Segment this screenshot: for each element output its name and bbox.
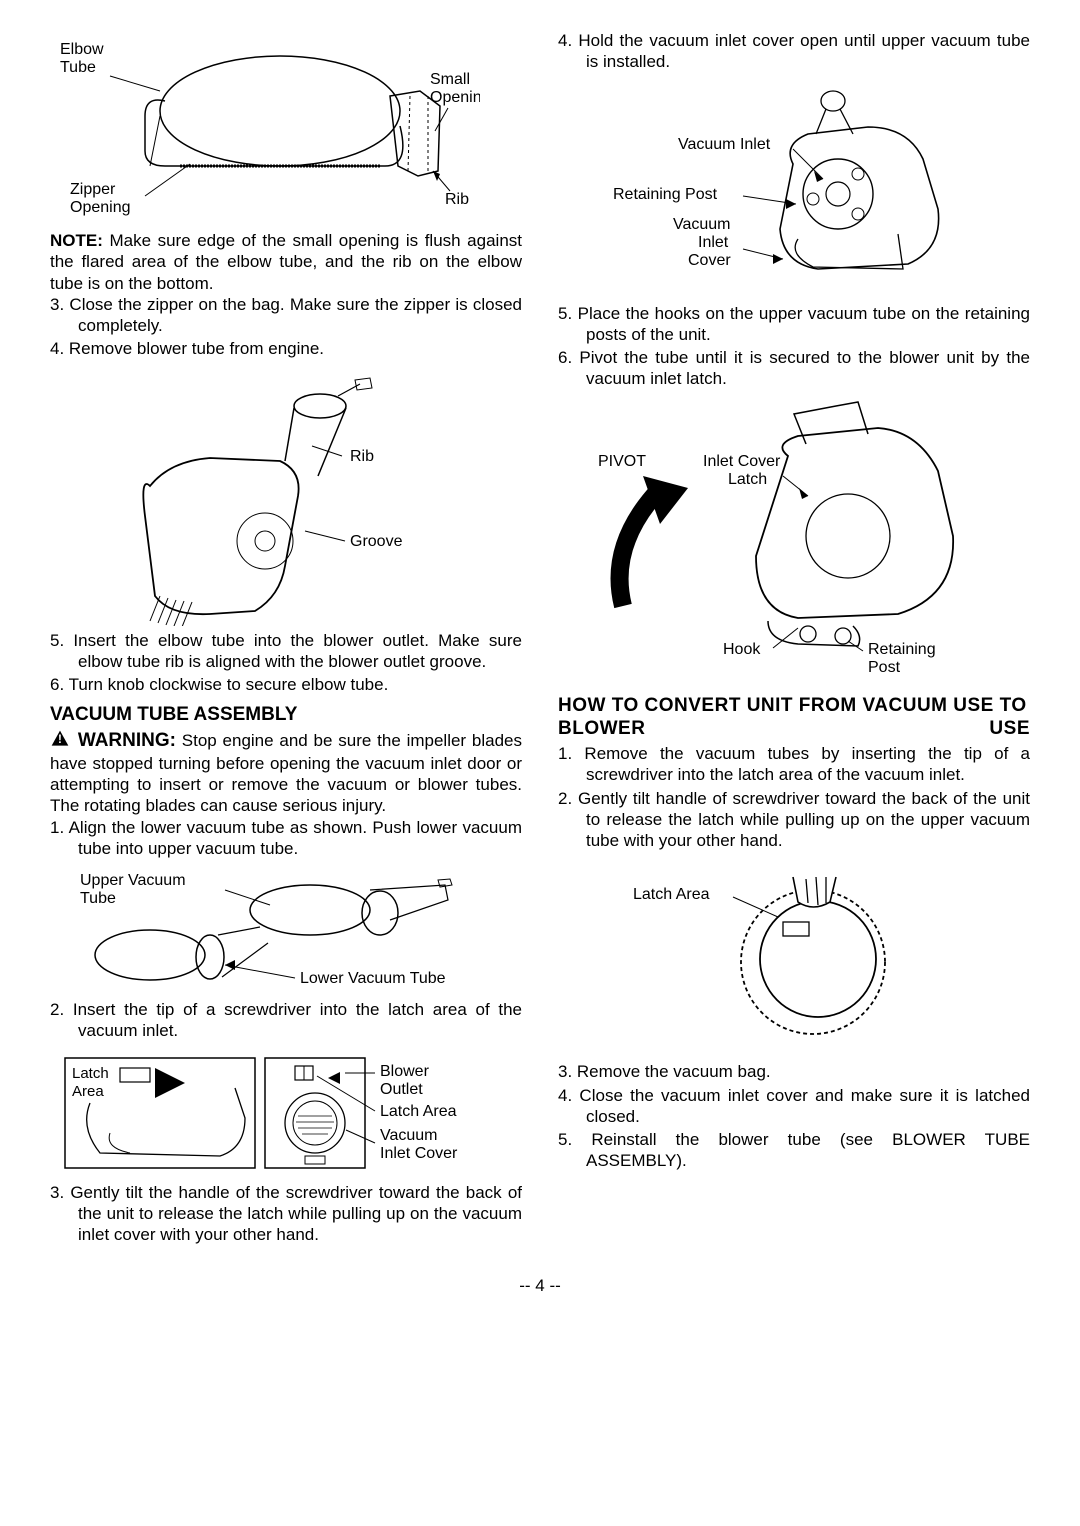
svg-text:Vacuum: Vacuum bbox=[380, 1127, 438, 1144]
svg-text:Retaining: Retaining bbox=[868, 641, 936, 658]
figure-elbow-tube: Elbow Tube Small Opening Rib Zipper Open… bbox=[50, 36, 480, 226]
list-item-3: 3. Close the zipper on the bag. Make sur… bbox=[50, 294, 522, 337]
figure-vacuum-inlet: Vacuum Inlet Retaining Post Vacuum Inlet… bbox=[558, 79, 988, 299]
warning-icon: ! bbox=[50, 729, 70, 749]
warning-paragraph: ! WARNING: Stop engine and be sure the i… bbox=[50, 729, 522, 817]
svg-text:!: ! bbox=[58, 733, 62, 746]
list-item-c2: 2. Gently tilt handle of screwdriver tow… bbox=[558, 788, 1030, 852]
svg-text:Rib: Rib bbox=[445, 191, 469, 208]
svg-text:Blower: Blower bbox=[380, 1063, 430, 1080]
svg-text:Tube: Tube bbox=[60, 59, 96, 76]
figure-rib-groove: Rib Groove bbox=[50, 366, 480, 626]
svg-text:Groove: Groove bbox=[350, 533, 403, 550]
svg-text:Hook: Hook bbox=[723, 641, 761, 658]
convert-title: HOW TO CONVERT UNIT FROM VACUUM USE TO B… bbox=[558, 694, 1030, 742]
svg-text:Rib: Rib bbox=[350, 448, 374, 465]
svg-text:Opening: Opening bbox=[430, 89, 480, 106]
list-item-c5: 5. Reinstall the blower tube (see BLOWER… bbox=[558, 1129, 1030, 1172]
figure-latch-blower: Latch Area Blower Outlet Latch Area Vacu bbox=[50, 1048, 480, 1178]
svg-text:Upper Vacuum: Upper Vacuum bbox=[80, 872, 186, 889]
list-item-5: 5. Insert the elbow tube into the blower… bbox=[50, 630, 522, 673]
svg-text:Latch: Latch bbox=[728, 471, 767, 488]
warning-title: WARNING: bbox=[78, 730, 176, 751]
list-item-c3: 3. Remove the vacuum bag. bbox=[558, 1061, 1030, 1082]
svg-text:Cover: Cover bbox=[688, 252, 731, 269]
svg-text:Zipper: Zipper bbox=[70, 181, 116, 198]
svg-text:Tube: Tube bbox=[80, 890, 116, 907]
list-item-4: 4. Remove blower tube from engine. bbox=[50, 338, 522, 359]
svg-text:Vacuum Inlet: Vacuum Inlet bbox=[678, 136, 771, 153]
figure-latch-area: Latch Area bbox=[558, 857, 988, 1057]
svg-text:Area: Area bbox=[72, 1083, 104, 1100]
svg-text:Opening: Opening bbox=[70, 199, 131, 216]
svg-text:Lower Vacuum Tube: Lower Vacuum Tube bbox=[300, 970, 446, 987]
list-item-v3: 3. Gently tilt the handle of the screwdr… bbox=[50, 1182, 522, 1246]
list-item-v2: 2. Insert the tip of a screwdriver into … bbox=[50, 999, 522, 1042]
page-number: -- 4 -- bbox=[0, 1275, 1080, 1296]
svg-text:Latch Area: Latch Area bbox=[633, 886, 710, 903]
svg-text:Outlet: Outlet bbox=[380, 1081, 423, 1098]
svg-text:Retaining Post: Retaining Post bbox=[613, 186, 718, 203]
list-item-6: 6. Turn knob clockwise to secure elbow t… bbox=[50, 674, 522, 695]
right-column: 4. Hold the vacuum inlet cover open unti… bbox=[558, 30, 1030, 1247]
list-item-v1: 1. Align the lower vacuum tube as shown.… bbox=[50, 817, 522, 860]
svg-text:Latch Area: Latch Area bbox=[380, 1103, 457, 1120]
svg-text:Vacuum: Vacuum bbox=[673, 216, 731, 233]
figure-vacuum-tubes: Upper Vacuum Tube Lower Vacuum Tube bbox=[50, 865, 480, 995]
svg-text:Post: Post bbox=[868, 659, 901, 676]
list-item-r5: 5. Place the hooks on the upper vacuum t… bbox=[558, 303, 1030, 346]
list-item-c4: 4. Close the vacuum inlet cover and make… bbox=[558, 1085, 1030, 1128]
list-item-r6: 6. Pivot the tube until it is secured to… bbox=[558, 347, 1030, 390]
svg-text:PIVOT: PIVOT bbox=[598, 453, 646, 470]
note-bold: NOTE: bbox=[50, 231, 103, 250]
svg-text:Inlet Cover: Inlet Cover bbox=[703, 453, 781, 470]
svg-text:Inlet: Inlet bbox=[698, 234, 729, 251]
vacuum-assembly-title: VACUUM TUBE ASSEMBLY bbox=[50, 703, 522, 727]
left-column: Elbow Tube Small Opening Rib Zipper Open… bbox=[50, 30, 522, 1247]
figure-pivot: PIVOT Inlet Cover Latch Hook Retaining P… bbox=[558, 396, 988, 686]
list-item-r4: 4. Hold the vacuum inlet cover open unti… bbox=[558, 30, 1030, 73]
svg-text:Inlet Cover: Inlet Cover bbox=[380, 1145, 458, 1162]
svg-text:Small: Small bbox=[430, 71, 470, 88]
note-text: NOTE: Make sure edge of the small openin… bbox=[50, 230, 522, 294]
list-item-c1: 1. Remove the vacuum tubes by inserting … bbox=[558, 743, 1030, 786]
label-elbow-tube: Elbow bbox=[60, 41, 104, 58]
svg-text:Latch: Latch bbox=[72, 1065, 109, 1082]
